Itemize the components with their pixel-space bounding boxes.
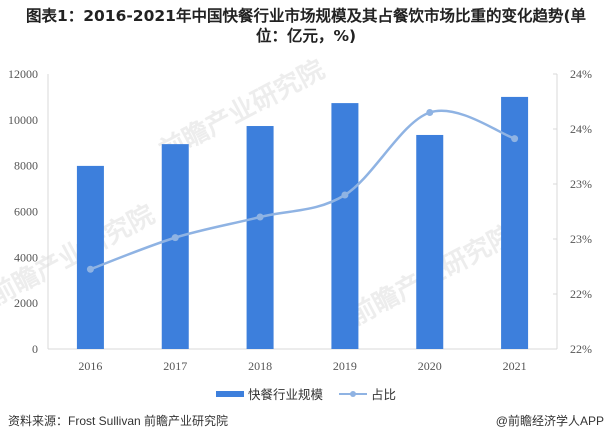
share-line (89, 109, 516, 271)
right-axis-tick-label: 24% (570, 67, 592, 81)
share-point-2019 (341, 191, 349, 199)
x-axis-tick-label: 2021 (503, 359, 527, 373)
left-axis-tick-label: 8000 (14, 159, 38, 173)
source-note: 资料来源：Frost Sullivan 前瞻产业研究院 (8, 414, 229, 428)
bar-2019 (331, 103, 359, 350)
bar-swatch-icon (215, 390, 244, 397)
legend-item-line: 占比 (339, 384, 396, 403)
x-axis-tick-label: 2018 (248, 359, 272, 373)
x-axis-tick-label: 2016 (78, 359, 102, 373)
right-axis-tick-label: 23% (570, 232, 592, 246)
left-axis-tick-label: 2000 (14, 296, 38, 310)
right-axis-tick-label: 22% (570, 342, 592, 356)
share-point-2016 (86, 265, 94, 273)
bar-2020 (416, 134, 444, 349)
bar-2018 (246, 126, 274, 349)
share-point-2021 (511, 135, 519, 143)
x-axis-tick-label: 2020 (418, 359, 442, 373)
left-axis-tick-label: 4000 (14, 250, 38, 264)
legend: 快餐行业规模 占比 (0, 384, 612, 403)
share-point-2017 (171, 234, 179, 242)
x-axis-tick-label: 2017 (163, 359, 187, 373)
line-swatch-icon (339, 390, 367, 397)
left-axis-tick-label: 10000 (8, 113, 38, 127)
left-axis-tick-label: 6000 (14, 205, 38, 219)
left-axis-tick-label: 12000 (8, 67, 38, 81)
legend-line-label: 占比 (371, 387, 397, 402)
left-axis-tick-label: 0 (32, 342, 38, 356)
legend-bar-label: 快餐行业规模 (247, 387, 323, 402)
credit-note: @前瞻经济学人APP (495, 414, 604, 428)
chart-canvas: 0 2000 4000 6000 8000 10000 12000 22% 22% 23% 23% 2… (8, 67, 592, 373)
right-axis-tick-label: 22% (570, 287, 592, 301)
legend-item-bar: 快餐行业规模 (215, 384, 323, 403)
footer: 资料来源：Frost Sullivan 前瞻产业研究院 @前瞻经济学人APP (8, 412, 604, 429)
bar-2016 (76, 165, 104, 349)
chart-title: 图表1：2016-2021年中国快餐行业市场规模及其占餐饮市场比重的变化趋势(单… (0, 6, 612, 46)
title-line-2: 位：亿元，%) (255, 27, 357, 45)
bar-2017 (161, 144, 189, 349)
title-line-1: 图表1：2016-2021年中国快餐行业市场规模及其占餐饮市场比重的变化趋势(单 (25, 7, 587, 25)
share-point-2018 (256, 213, 264, 221)
share-point-2020 (426, 109, 434, 116)
x-axis-tick-label: 2019 (333, 359, 357, 373)
right-axis-tick-label: 24% (570, 122, 592, 136)
right-axis-tick-label: 23% (570, 177, 592, 191)
